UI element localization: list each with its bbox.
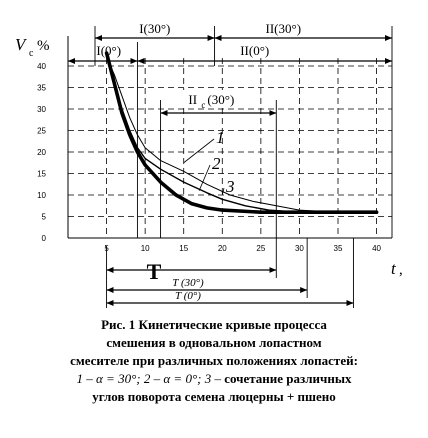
curve-1 [109, 65, 378, 213]
range-iic-30-label-sub: c [201, 100, 205, 110]
caption-line-4-legend: 1 – α = 30°; 2 – α = 0°; 3 – [76, 371, 221, 386]
curve-3-label: 3 [225, 177, 235, 196]
range-ii-0-label: II(0°) [240, 43, 269, 58]
x-tick-label: 30 [295, 244, 304, 253]
caption-line-2: смешения в одновальном лопастном [106, 335, 322, 350]
curve-3 [104, 51, 379, 214]
curve-2-leader [198, 164, 211, 191]
y-tick-label: 15 [37, 170, 46, 179]
curve-1-leader [183, 138, 215, 164]
caption-line-5: углов поворота семена люцерны + пшено [92, 389, 336, 404]
y-tick-label: 30 [37, 105, 46, 114]
range-i-0-label: I(0°) [96, 43, 121, 58]
x-axis-label: t [391, 259, 397, 278]
x-axis-label-unit: , [399, 262, 403, 278]
caption-line-4-tail: сочетание различных [220, 371, 352, 386]
caption-line-4: 1 – α = 30°; 2 – α = 0°; 3 – сочетание р… [0, 370, 428, 388]
x-tick-label: 40 [372, 244, 381, 253]
figure-caption: Рис. 1 Кинетические кривые процесса смеш… [0, 316, 428, 406]
x-tick-label: 20 [218, 244, 227, 253]
y-tick-label: 20 [37, 148, 46, 157]
y-tick-label: 10 [37, 191, 46, 200]
y-axis-label-subscript: c [29, 48, 34, 59]
y-tick-label: 40 [37, 62, 46, 71]
y-axis-label: V [15, 35, 28, 54]
x-tick-label: 35 [334, 244, 343, 253]
y-tick-label: 5 [42, 213, 47, 222]
curve-3-leader [221, 187, 225, 196]
curve-2-label: 2 [212, 154, 221, 173]
kinetic-curves-chart: 5101520253035400510152025303540Vc%t,123I… [15, 21, 403, 308]
range-t-30-label: T (30°) [172, 277, 204, 289]
range-iic-30-label-bg [176, 90, 241, 108]
y-tick-label: 0 [42, 234, 47, 243]
x-tick-label: 15 [179, 244, 188, 253]
curve-2 [109, 65, 378, 213]
caption-line-3: смесителе при различных положениях лопас… [70, 353, 358, 368]
curve-1-label: 1 [216, 128, 225, 147]
range-iic-30-label: II [188, 92, 197, 107]
x-tick-label: 25 [256, 244, 265, 253]
caption-line-1: Рис. 1 Кинетические кривые процесса [101, 317, 327, 332]
range-iic-30-label-tail: (30°) [207, 92, 234, 107]
x-tick-label: 10 [141, 244, 150, 253]
range-t-label: T [147, 259, 162, 284]
y-tick-label: 35 [37, 84, 46, 93]
range-t-0-label: T (0°) [175, 290, 201, 302]
range-i-30-label: I(30°) [139, 21, 170, 36]
y-axis-label-unit: % [37, 38, 50, 54]
y-tick-label: 25 [37, 127, 46, 136]
range-ii-30-label: II(30°) [266, 21, 302, 36]
